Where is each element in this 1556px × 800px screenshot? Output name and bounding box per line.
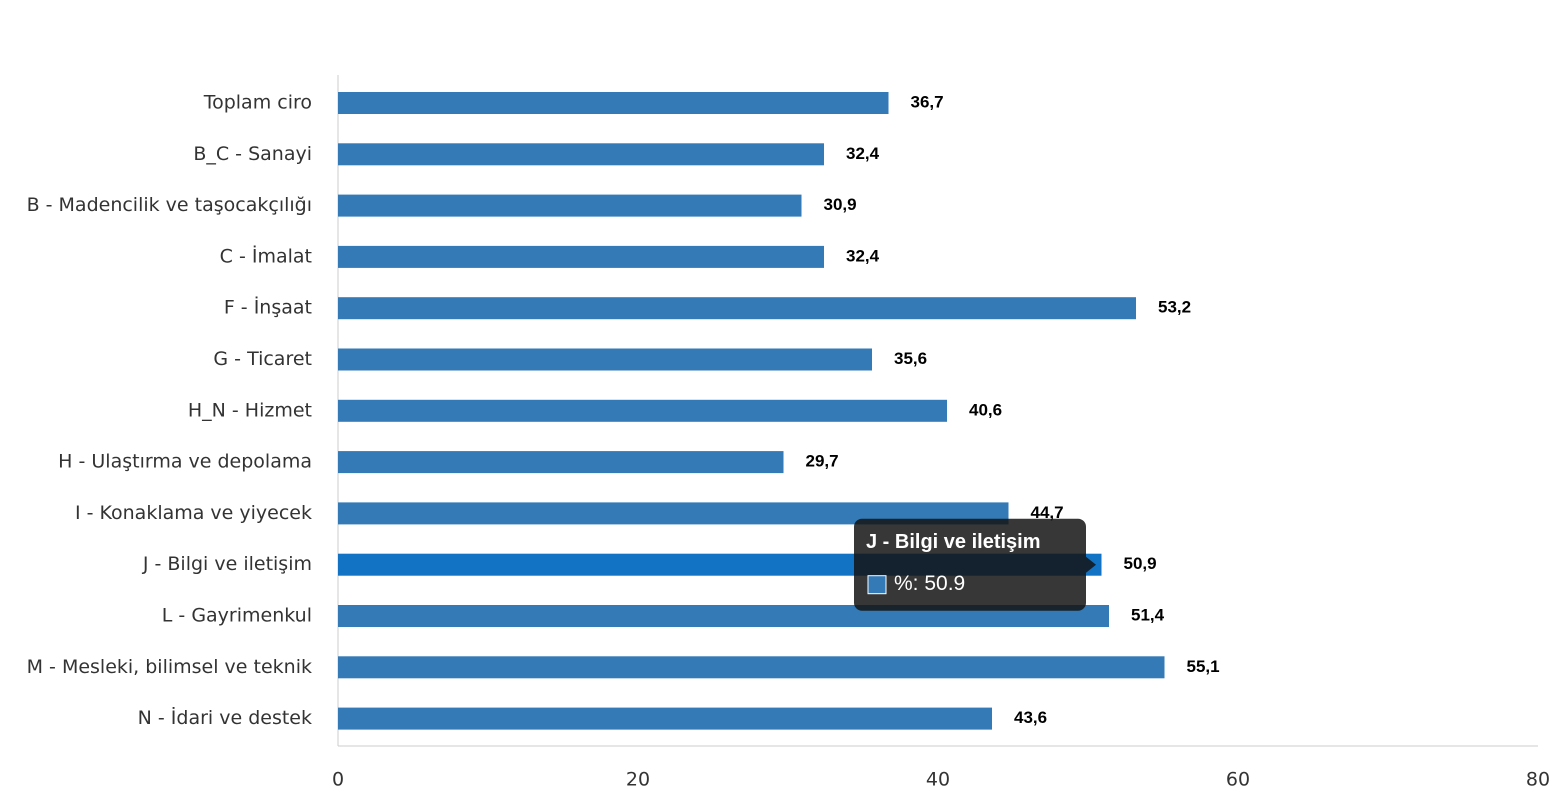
value-label: 32,4: [846, 144, 880, 163]
category-label: L - Gayrimenkul: [162, 605, 312, 627]
value-label: 53,2: [1158, 298, 1191, 317]
bar: [338, 194, 802, 217]
category-label: J - Bilgi ve iletişim: [142, 553, 312, 575]
tooltip-text: %: 50.9: [894, 572, 965, 595]
x-tick-label: 80: [1526, 769, 1550, 791]
tooltip-arrow: [1086, 556, 1096, 573]
category-label: B_C - Sanayi: [193, 143, 312, 165]
bar: [338, 245, 824, 268]
value-label: 50,9: [1124, 554, 1157, 573]
bar: [338, 502, 1009, 525]
bar: [338, 707, 992, 730]
value-label: 30,9: [824, 195, 857, 214]
x-tick-label: 40: [926, 769, 950, 791]
category-label: G - Ticaret: [213, 348, 312, 370]
category-label: I - Konaklama ve yiyecek: [75, 502, 312, 524]
category-label: B - Madencilik ve taşocakçılığı: [27, 194, 312, 216]
value-label: 40,6: [969, 400, 1002, 419]
tooltip: J - Bilgi ve iletişim %: 50.9: [854, 518, 1096, 611]
bar: [338, 348, 872, 371]
value-label: 29,7: [806, 452, 839, 471]
value-label: 32,4: [846, 246, 880, 265]
bar: [338, 92, 889, 114]
category-label: N - İdari ve destek: [138, 706, 312, 729]
value-label: 44,7: [1031, 503, 1064, 522]
x-tick-label: 0: [332, 769, 344, 791]
category-label: H - Ulaştırma ve depolama: [58, 451, 312, 473]
tooltip-box: [854, 518, 1086, 611]
x-tick-label: 60: [1226, 769, 1250, 791]
tooltip-title: J - Bilgi ve iletişim: [866, 531, 1041, 553]
x-tick-label: 20: [626, 769, 650, 791]
category-label: F - İnşaat: [224, 296, 312, 319]
category-label: Toplam ciro: [203, 92, 312, 114]
tooltip-swatch: [867, 575, 887, 595]
bar: [338, 297, 1136, 320]
bar: [338, 143, 824, 166]
bar: [338, 451, 784, 474]
category-label: C - İmalat: [220, 244, 312, 267]
category-label: H_N - Hizmet: [188, 399, 312, 421]
value-label: 43,6: [1014, 708, 1047, 727]
value-label: 51,4: [1131, 605, 1165, 624]
bar: [338, 656, 1165, 679]
category-label: M - Mesleki, bilimsel ve teknik: [27, 656, 312, 678]
value-label: 35,6: [894, 349, 927, 368]
bar: [338, 399, 947, 422]
value-label: 55,1: [1187, 657, 1220, 676]
value-label: 36,7: [911, 92, 944, 111]
